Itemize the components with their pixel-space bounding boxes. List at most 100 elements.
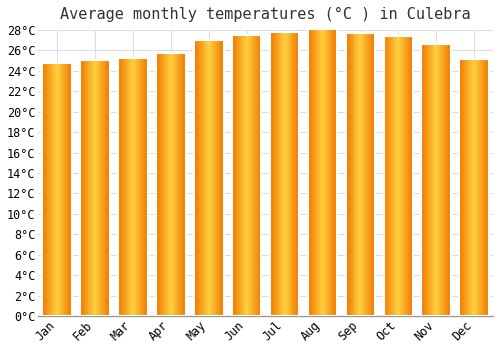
Bar [473, 59, 474, 316]
Bar [67, 63, 68, 316]
Bar [55, 63, 56, 316]
Bar [276, 32, 278, 316]
Bar [356, 33, 358, 316]
Bar [100, 60, 101, 316]
Bar [336, 29, 338, 316]
Bar [450, 44, 451, 316]
Bar [208, 40, 209, 316]
Bar [273, 32, 274, 316]
Bar [437, 44, 438, 316]
Bar [468, 59, 469, 316]
Bar [89, 60, 90, 316]
Bar [176, 52, 177, 316]
Bar [410, 36, 411, 316]
Bar [232, 35, 233, 316]
Bar [164, 52, 165, 316]
Bar [352, 33, 354, 316]
Bar [177, 52, 178, 316]
Bar [332, 29, 334, 316]
Bar [210, 40, 211, 316]
Bar [430, 44, 432, 316]
Bar [144, 58, 145, 316]
Bar [466, 59, 467, 316]
Bar [246, 35, 248, 316]
Bar [348, 33, 350, 316]
Bar [236, 35, 237, 316]
Bar [174, 52, 175, 316]
Bar [214, 40, 216, 316]
Bar [250, 35, 252, 316]
Bar [290, 32, 292, 316]
Bar [396, 36, 398, 316]
Bar [129, 58, 130, 316]
Bar [173, 52, 174, 316]
Bar [121, 58, 122, 316]
Bar [218, 40, 220, 316]
Bar [202, 40, 203, 316]
Bar [138, 58, 139, 316]
Bar [42, 63, 72, 316]
Bar [59, 63, 60, 316]
Bar [364, 33, 366, 316]
Bar [485, 59, 486, 316]
Bar [248, 35, 250, 316]
Bar [147, 58, 148, 316]
Bar [443, 44, 444, 316]
Bar [292, 32, 294, 316]
Bar [447, 44, 448, 316]
Bar [475, 59, 476, 316]
Bar [159, 52, 160, 316]
Bar [92, 60, 93, 316]
Bar [182, 52, 184, 316]
Bar [409, 36, 410, 316]
Bar [203, 40, 204, 316]
Bar [433, 44, 434, 316]
Bar [232, 35, 262, 316]
Bar [234, 35, 235, 316]
Bar [235, 35, 236, 316]
Bar [207, 40, 208, 316]
Bar [460, 59, 489, 316]
Bar [271, 32, 272, 316]
Bar [99, 60, 100, 316]
Bar [316, 29, 318, 316]
Bar [386, 36, 388, 316]
Bar [65, 63, 66, 316]
Bar [422, 44, 424, 316]
Bar [160, 52, 161, 316]
Bar [66, 63, 67, 316]
Bar [216, 40, 218, 316]
Bar [445, 44, 446, 316]
Bar [94, 60, 95, 316]
Bar [254, 35, 256, 316]
Bar [238, 35, 239, 316]
Bar [137, 58, 138, 316]
Bar [211, 40, 212, 316]
Bar [178, 52, 179, 316]
Bar [139, 58, 140, 316]
Bar [441, 44, 442, 316]
Bar [175, 52, 176, 316]
Bar [472, 59, 473, 316]
Bar [106, 60, 107, 316]
Bar [56, 63, 57, 316]
Bar [206, 40, 207, 316]
Bar [272, 32, 273, 316]
Bar [360, 33, 362, 316]
Bar [145, 58, 146, 316]
Bar [135, 58, 136, 316]
Bar [122, 58, 123, 316]
Bar [96, 60, 97, 316]
Bar [50, 63, 51, 316]
Bar [394, 36, 396, 316]
Bar [465, 59, 466, 316]
Bar [426, 44, 428, 316]
Bar [479, 59, 480, 316]
Bar [446, 44, 447, 316]
Bar [296, 32, 298, 316]
Bar [136, 58, 137, 316]
Bar [180, 52, 182, 316]
Bar [48, 63, 50, 316]
Bar [124, 58, 125, 316]
Bar [63, 63, 64, 316]
